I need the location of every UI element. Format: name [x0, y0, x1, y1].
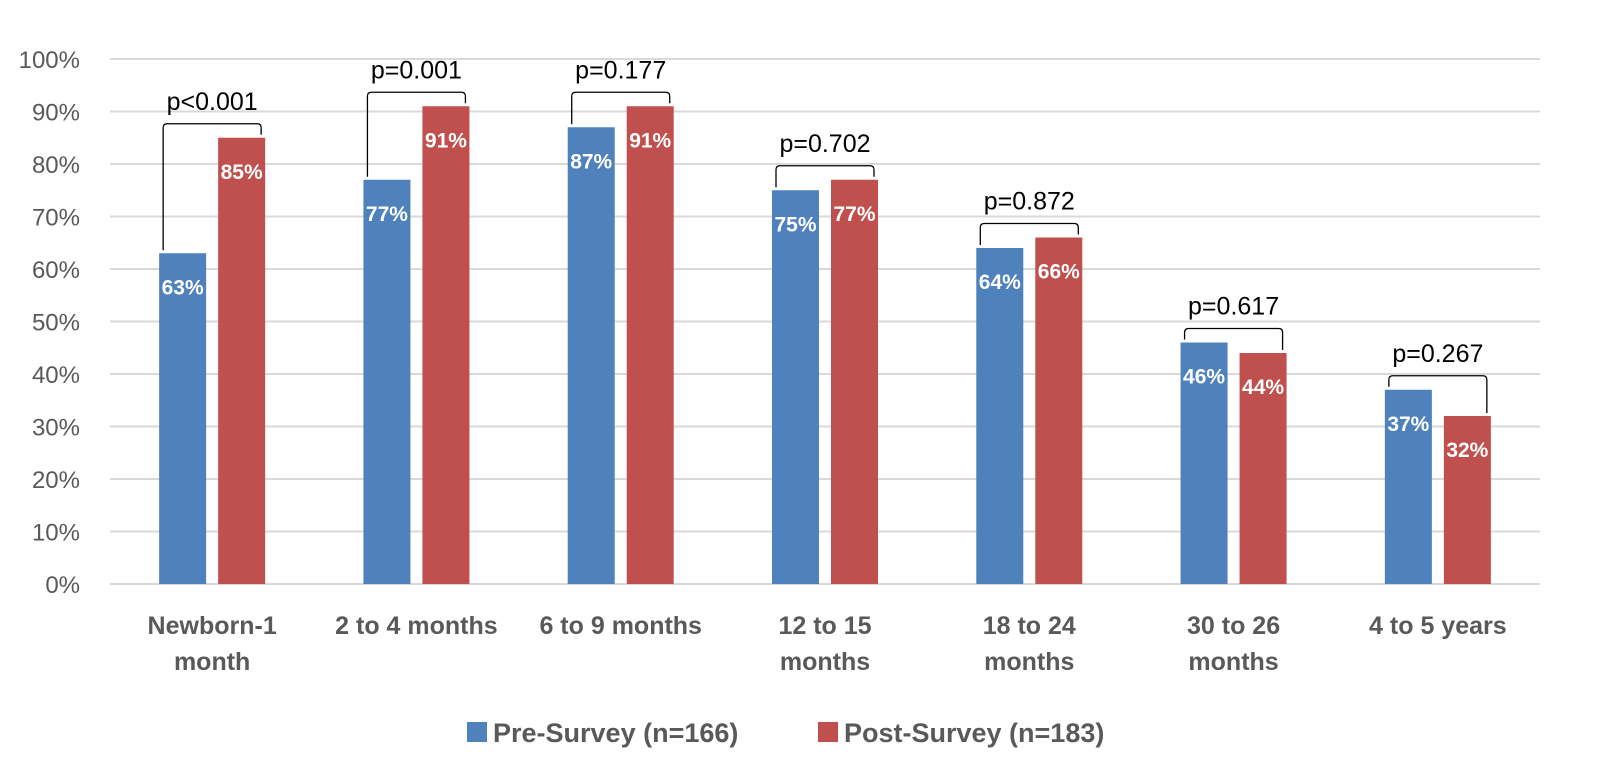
p-value-bracket — [366, 91, 467, 177]
data-label: 77% — [366, 203, 408, 226]
p-value-bracket — [1388, 375, 1488, 413]
x-tick-label: 6 to 9 months — [539, 612, 702, 640]
p-value-label: p=0.617 — [1188, 293, 1279, 321]
x-tick-label: 2 to 4 months — [335, 612, 498, 640]
y-tick-label: 40% — [32, 362, 80, 389]
x-tick-label: months — [780, 648, 870, 676]
p-value-label: p=0.702 — [779, 130, 870, 158]
y-tick-label: 10% — [32, 520, 80, 547]
y-tick-label: 80% — [32, 152, 80, 179]
p-value-label: p=0.872 — [984, 188, 1075, 216]
data-label: 44% — [1242, 376, 1284, 399]
legend: Pre-Survey (n=166) Post-Survey (n=183) — [467, 718, 1104, 748]
x-tick-label: month — [174, 648, 250, 676]
y-tick-label: 60% — [32, 257, 80, 284]
data-label: 85% — [221, 161, 263, 184]
bar-post — [1443, 416, 1491, 584]
data-label: 66% — [1038, 261, 1080, 284]
bar-post — [218, 137, 266, 584]
legend-swatch-post — [818, 722, 838, 742]
p-value-bracket — [775, 165, 875, 188]
legend-swatch-pre — [467, 722, 487, 742]
y-tick-label: 30% — [32, 415, 80, 442]
bar-pre — [1180, 342, 1228, 584]
p-value-annotations: p<0.001 p=0.001 p=0.177 p=0.702 p=0.872 p=0.6… — [162, 56, 1488, 413]
x-tick-label: 12 to 15 — [778, 612, 871, 640]
p-value-bracket — [1183, 327, 1284, 350]
bar-post — [626, 106, 674, 584]
data-label: 46% — [1183, 366, 1225, 389]
p-value-label: p=0.177 — [575, 56, 666, 84]
p-value-bracket — [979, 222, 1079, 245]
bar-post — [422, 106, 470, 584]
data-label: 87% — [570, 150, 612, 173]
bar-pre — [772, 190, 819, 584]
p-value-bracket — [162, 123, 262, 251]
data-label: 77% — [833, 203, 875, 226]
x-tick-label: 30 to 26 — [1187, 612, 1280, 640]
data-labels: 63% 85% 77% 91% 87% 91% 75% 77% 64% 66% 46% 44% 37% 3… — [162, 129, 1489, 462]
bar-post — [1239, 353, 1287, 584]
legend-label-pre: Pre-Survey (n=166) — [493, 718, 738, 748]
p-value-label: p=0.001 — [371, 56, 462, 84]
data-label: 91% — [425, 129, 467, 152]
bar-pre — [363, 179, 411, 584]
x-axis: Newborn-1 month 2 to 4 months 6 to 9 months… — [148, 612, 1507, 676]
data-label: 32% — [1446, 439, 1488, 462]
p-value-bracket — [571, 91, 671, 125]
data-label: 37% — [1387, 413, 1429, 436]
x-tick-label: months — [1188, 648, 1278, 676]
data-label: 91% — [629, 129, 671, 152]
legend-label-post: Post-Survey (n=183) — [844, 718, 1104, 748]
data-label: 75% — [774, 213, 816, 236]
p-value-label: p=0.267 — [1392, 340, 1483, 368]
x-tick-label: 18 to 24 — [983, 612, 1076, 640]
bar-pre — [159, 253, 207, 584]
x-tick-label: 4 to 5 years — [1369, 612, 1507, 640]
gridlines — [110, 58, 1540, 585]
p-value-label: p<0.001 — [167, 88, 258, 116]
y-axis: 0% 10% 20% 30% 40% 50% 60% 70% 80% 90% 100% — [19, 47, 80, 599]
y-tick-label: 70% — [32, 205, 80, 232]
bar-pre — [1384, 389, 1432, 584]
data-label: 64% — [979, 271, 1021, 294]
bar-post — [1035, 237, 1083, 584]
x-tick-label: months — [984, 648, 1074, 676]
y-tick-label: 0% — [45, 572, 80, 599]
data-label: 63% — [162, 276, 204, 299]
y-tick-label: 20% — [32, 467, 80, 494]
y-tick-label: 100% — [19, 47, 80, 74]
bar-post — [831, 179, 878, 584]
bars — [159, 106, 1491, 584]
bar-pre — [567, 127, 615, 584]
bar-pre — [976, 248, 1024, 584]
x-tick-label: Newborn-1 — [148, 612, 277, 640]
y-tick-label: 90% — [32, 100, 80, 127]
y-tick-label: 50% — [32, 310, 80, 337]
